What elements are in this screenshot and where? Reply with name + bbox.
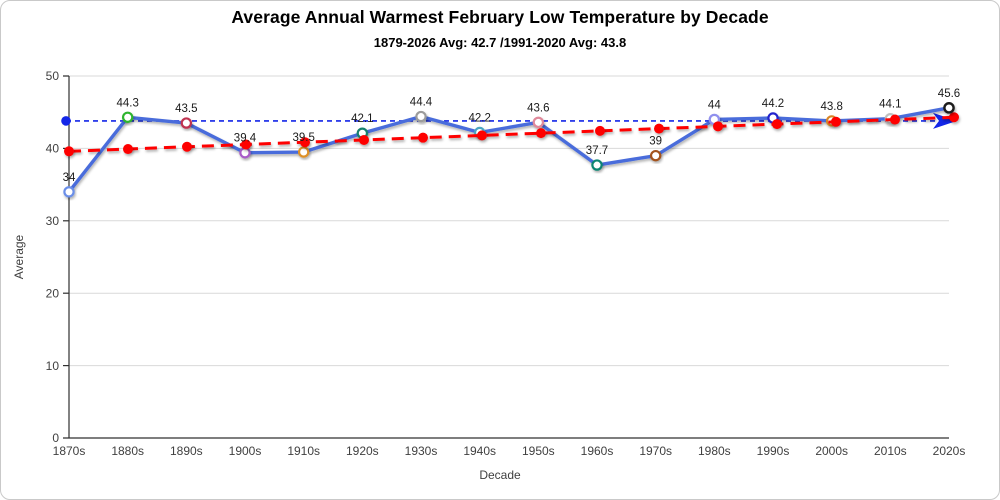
trend-point-2010s — [890, 114, 900, 125]
data-point-marker-1890s — [180, 117, 193, 129]
trend-point-1930s — [418, 132, 428, 143]
data-label-1970s: 39 — [649, 136, 662, 148]
x-category-label-1920s: 1920s — [346, 444, 379, 458]
trend-point-1970s — [654, 123, 664, 134]
data-point-marker-1900s — [239, 147, 251, 159]
data-label-2010s: 44.1 — [879, 99, 901, 111]
trend-point-1950s — [536, 128, 546, 139]
trend-point-1880s — [123, 144, 133, 155]
data-point-marker-1960s — [591, 159, 603, 171]
trend-point-1910s — [300, 137, 310, 148]
trend-point-1920s — [359, 134, 369, 145]
data-point-marker-1950s — [532, 116, 545, 129]
x-category-label-2010s: 2010s — [874, 444, 907, 458]
x-category-label-1940s: 1940s — [463, 444, 496, 458]
trend-point-1890s — [182, 141, 192, 152]
data-point-marker-1880s — [121, 111, 134, 123]
data-label-1990s: 44.2 — [762, 98, 784, 110]
x-category-label-2020s: 2020s — [933, 444, 966, 458]
trend-point-1940s — [477, 130, 487, 141]
y-axis-title: Average — [12, 234, 26, 280]
data-label-2020s: 45.6 — [938, 88, 960, 100]
chart-title: Average Annual Warmest February Low Temp… — [231, 7, 769, 27]
x-category-label-1960s: 1960s — [581, 444, 614, 458]
data-label-1870s: 34 — [63, 172, 76, 184]
data-point-marker-1910s — [297, 146, 310, 158]
trend-point-1960s — [595, 125, 605, 136]
x-category-label-1990s: 1990s — [757, 444, 790, 458]
data-point-marker-1970s — [649, 149, 662, 162]
reference-start-dot — [61, 116, 71, 126]
data-label-1900s: 39.4 — [234, 133, 257, 145]
y-tick-label-50: 50 — [46, 69, 60, 83]
x-category-label-1910s: 1910s — [287, 444, 320, 458]
x-category-label-1890s: 1890s — [170, 444, 203, 458]
trend-point-1900s — [241, 139, 251, 150]
x-category-label-1970s: 1970s — [639, 444, 672, 458]
x-category-label-1950s: 1950s — [522, 444, 555, 458]
data-series-line — [67, 106, 951, 194]
data-point-marker-2020s — [943, 102, 955, 114]
reference-arrow-icon — [933, 112, 957, 129]
trend-point-1870s — [64, 146, 74, 157]
trend-point-1980s — [713, 121, 723, 132]
data-label-1910s: 39.5 — [292, 132, 314, 144]
x-axis-title: Decade — [479, 468, 521, 482]
x-category-label-1980s: 1980s — [698, 444, 731, 458]
trend-point-2020s — [949, 112, 959, 123]
data-label-1920s: 42.1 — [351, 113, 373, 125]
y-tick-label-20: 20 — [46, 286, 60, 300]
y-tick-label-0: 0 — [52, 431, 59, 445]
data-label-1980s: 44 — [708, 99, 721, 111]
data-point-marker-1870s — [63, 186, 75, 198]
y-tick-label-10: 10 — [46, 359, 60, 373]
data-label-1950s: 43.6 — [527, 102, 549, 114]
data-label-1880s: 44.3 — [116, 97, 138, 109]
data-label-1930s: 44.4 — [410, 97, 433, 109]
x-category-label-1930s: 1930s — [405, 444, 438, 458]
trend-point-1990s — [772, 119, 782, 130]
y-tick-label-40: 40 — [46, 142, 60, 156]
x-category-label-2000s: 2000s — [815, 444, 848, 458]
y-tick-label-30: 30 — [46, 214, 60, 228]
data-label-2000s: 43.8 — [820, 101, 842, 113]
trend-point-2000s — [831, 116, 841, 127]
chart-subtitle: 1879-2026 Avg: 42.7 /1991-2020 Avg: 43.8 — [373, 35, 627, 50]
data-label-1890s: 43.5 — [175, 103, 197, 115]
x-category-label-1900s: 1900s — [229, 444, 262, 458]
x-category-label-1870s: 1870s — [53, 444, 86, 458]
data-label-1940s: 42.2 — [468, 112, 490, 124]
x-category-label-1880s: 1880s — [111, 444, 144, 458]
data-label-1960s: 37.7 — [586, 145, 608, 157]
trend-line — [68, 115, 955, 153]
data-point-marker-1930s — [415, 110, 427, 123]
